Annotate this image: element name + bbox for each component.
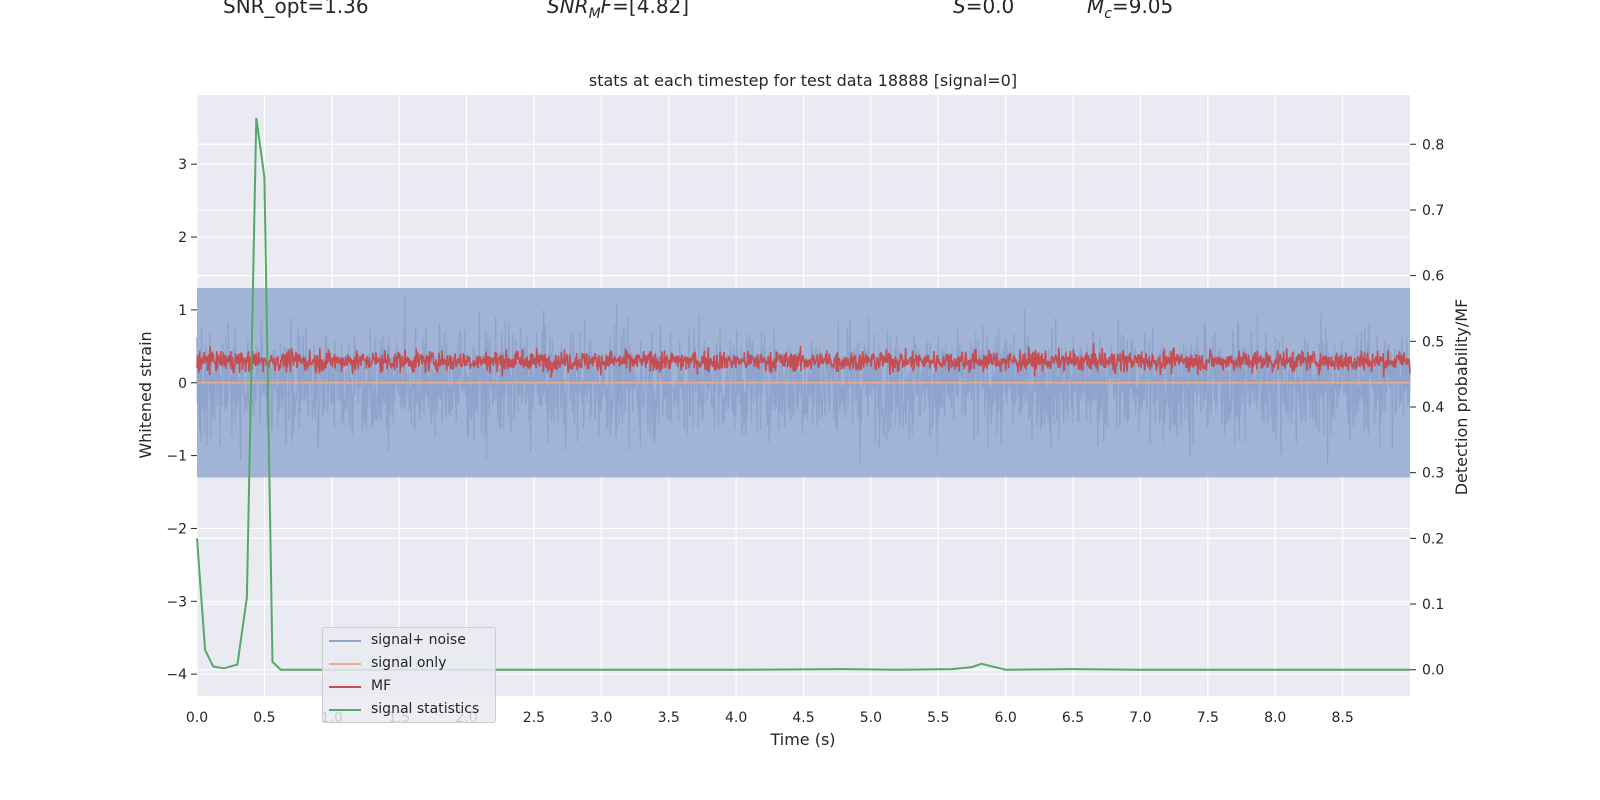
tick-labels: 0.00.51.01.52.02.53.03.54.04.55.05.56.06…: [166, 137, 1444, 726]
legend-label: signal statistics: [371, 701, 480, 717]
x-tick-label: 6.5: [1062, 710, 1084, 726]
y2-tick-label: 0.4: [1422, 400, 1444, 416]
y2-tick-label: 0.1: [1422, 597, 1444, 613]
legend-label: signal only: [371, 655, 447, 671]
series-signal-statistics: [196, 117, 1410, 671]
legend: signal+ noise signal only MF signal stat…: [322, 627, 496, 723]
legend-item: MF: [323, 675, 495, 698]
y-tick-label: 2: [178, 230, 187, 246]
y2-tick-label: 0.8: [1422, 137, 1444, 153]
snr-opt-label: SNR_opt=1.36: [223, 0, 369, 18]
x-tick-label: 5.5: [927, 710, 949, 726]
y2-tick-label: 0.3: [1422, 466, 1444, 482]
x-tick-label: 4.0: [725, 710, 747, 726]
x-tick-label: 6.0: [995, 710, 1017, 726]
y-tick-label: −3: [166, 594, 187, 610]
y2-tick-label: 0.0: [1422, 663, 1444, 679]
legend-label: signal+ noise: [371, 632, 466, 648]
y2-tick-label: 0.7: [1422, 203, 1444, 219]
x-tick-label: 7.0: [1129, 710, 1151, 726]
y-tick-label: 1: [178, 303, 187, 319]
y-tick-label: −1: [166, 449, 187, 465]
legend-item: signal only: [323, 652, 495, 675]
noise-line: [196, 297, 1411, 465]
x-tick-label: 3.5: [658, 710, 680, 726]
chirp-mass-label: Mc=9.05: [1087, 0, 1174, 22]
x-tick-label: 3.0: [590, 710, 612, 726]
x-tick-label: 8.0: [1264, 710, 1286, 726]
x-tick-label: 7.5: [1197, 710, 1219, 726]
spin-label: S=0.0: [953, 0, 1015, 18]
x-tick-label: 8.5: [1331, 710, 1353, 726]
y2-tick-label: 0.5: [1422, 334, 1444, 350]
x-tick-label: 5.0: [860, 710, 882, 726]
legend-label: MF: [371, 678, 392, 694]
legend-item: signal statistics: [323, 698, 495, 721]
signal-statistics-line: [196, 117, 1410, 671]
legend-item: signal+ noise: [323, 629, 495, 652]
x-axis-label: Time (s): [769, 730, 835, 749]
x-tick-label: 0.5: [253, 710, 275, 726]
y-axis-label: Whitened strain: [136, 331, 155, 458]
y-tick-label: −4: [166, 667, 187, 683]
y-tick-label: 3: [178, 157, 187, 173]
parameter-header: SNR_opt=1.36 SNRMF=[4.82] S=0.0 Mc=9.05: [0, 0, 1600, 22]
y-tick-label: 0: [178, 376, 187, 392]
chart-title: stats at each timestep for test data 188…: [589, 71, 1017, 90]
series-mf: [196, 343, 1411, 378]
y2-tick-label: 0.2: [1422, 531, 1444, 547]
snr-mf-label: SNRMF=[4.82]: [547, 0, 690, 22]
x-tick-label: 0.0: [186, 710, 208, 726]
x-tick-label: 2.5: [523, 710, 545, 726]
y-tick-label: −2: [166, 521, 187, 537]
y2-axis-label: Detection probability/MF: [1452, 299, 1471, 496]
y2-tick-label: 0.6: [1422, 269, 1444, 285]
x-tick-label: 4.5: [792, 710, 814, 726]
mf-line: [196, 343, 1411, 378]
